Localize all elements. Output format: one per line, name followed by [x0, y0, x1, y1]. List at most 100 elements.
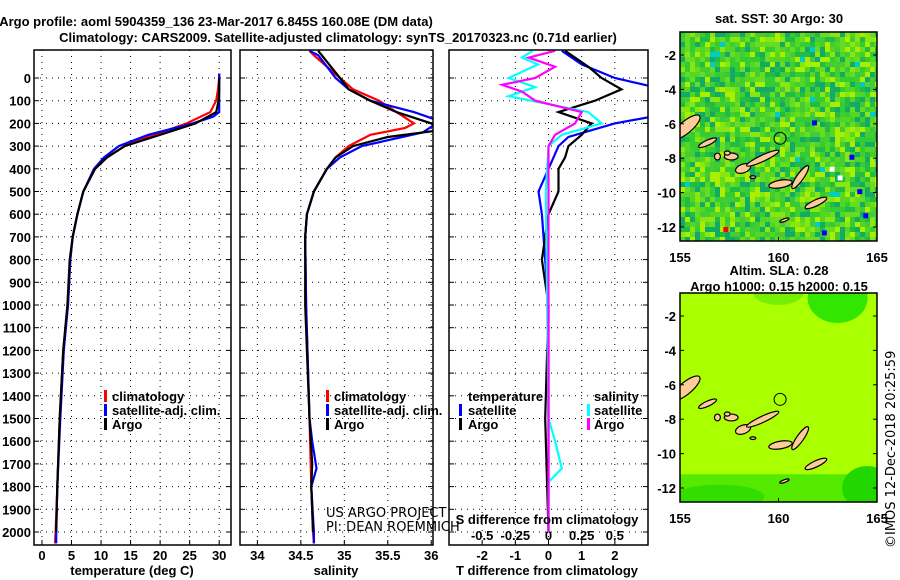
sst-cell — [715, 167, 720, 172]
sst-cell — [700, 122, 705, 127]
sst-cell — [790, 217, 795, 222]
sst-cell — [845, 107, 850, 112]
sst-cell — [735, 97, 740, 102]
legend-label: satellite-adj. clim. — [334, 403, 442, 418]
sst-cell — [855, 57, 860, 62]
sst-cell — [850, 62, 855, 67]
sst-cell — [725, 202, 730, 207]
sst-cell — [795, 52, 800, 57]
legend-swatch-climatology — [326, 390, 329, 402]
sst-cell — [780, 97, 785, 102]
sst-cell — [820, 57, 825, 62]
sst-cell — [700, 172, 705, 177]
sst-cell — [840, 132, 845, 137]
sst-cell — [710, 57, 715, 62]
sst-cell — [800, 72, 805, 77]
sst-cell — [795, 47, 800, 52]
sst-cell — [770, 127, 775, 132]
sst-cell — [730, 87, 735, 92]
sst-cell — [820, 117, 825, 122]
sst-cell — [875, 67, 877, 72]
sst-cell — [755, 132, 760, 137]
sst-cell — [790, 167, 795, 172]
sst-cell — [755, 62, 760, 67]
sst-cell — [840, 62, 845, 67]
sst-cell — [835, 182, 840, 187]
sst-cell — [765, 132, 770, 137]
sst-cell — [735, 227, 740, 232]
sst-cell — [755, 142, 760, 147]
sst-cell — [865, 37, 870, 42]
sst-cell — [680, 67, 685, 72]
sst-cell — [715, 192, 720, 197]
sst-cell — [780, 77, 785, 82]
sst-cell — [685, 182, 690, 187]
sst-cell — [755, 117, 760, 122]
plot-frame — [448, 49, 649, 546]
sst-cell — [860, 42, 865, 47]
sst-cell — [845, 82, 850, 87]
sst-cell — [775, 142, 780, 147]
sst-cell — [765, 142, 770, 147]
sst-cell — [865, 132, 870, 137]
sst-cell — [830, 187, 835, 192]
sst-cell — [700, 112, 705, 117]
sst-cell — [855, 172, 860, 177]
series-line-climatology — [53, 73, 221, 544]
sst-cell — [820, 122, 825, 127]
sst-cell — [835, 197, 840, 202]
sst-cell — [755, 32, 760, 37]
y-tick-label: 2000 — [2, 525, 31, 540]
sst-cell — [765, 147, 770, 152]
sst-cell — [785, 237, 790, 241]
sst-cell — [830, 37, 835, 42]
sst-cell — [875, 77, 877, 82]
sst-cell — [850, 137, 855, 142]
sst-cell — [750, 192, 755, 197]
sst-cell — [830, 102, 835, 107]
sst-cell — [775, 187, 780, 192]
sst-cell — [875, 132, 877, 137]
sst-cell — [760, 77, 765, 82]
sst-cell — [825, 122, 830, 127]
sst-cell — [710, 232, 715, 237]
sst-cell — [835, 202, 840, 207]
sst-cell — [720, 72, 725, 77]
sst-cell — [820, 162, 825, 167]
sst-cell — [745, 102, 750, 107]
sst-cell — [690, 207, 695, 212]
sst-field — [680, 32, 877, 241]
sst-cell — [790, 82, 795, 87]
sst-cell — [860, 202, 865, 207]
sst-cell — [815, 167, 820, 172]
sst-cell — [845, 127, 850, 132]
sst-cell — [780, 172, 785, 177]
sst-cell — [815, 162, 820, 167]
sst-cell — [725, 77, 730, 82]
sst-cell — [735, 42, 740, 47]
sst-cell — [845, 132, 850, 137]
sst-cell — [805, 232, 810, 237]
sst-cell — [825, 42, 830, 47]
sst-cell — [865, 207, 870, 212]
sst-cell — [810, 132, 815, 137]
sst-cell — [710, 227, 715, 232]
sst-cell — [745, 227, 750, 232]
sst-cell — [740, 197, 745, 202]
sst-cell — [815, 37, 820, 42]
sst-cell — [805, 177, 810, 182]
sst-cell — [840, 147, 845, 152]
sst-cell — [730, 147, 735, 152]
sst-cell — [870, 47, 875, 52]
sst-cell — [790, 97, 795, 102]
sst-cell — [870, 197, 875, 202]
sst-cell — [875, 57, 877, 62]
sst-cell — [845, 182, 850, 187]
sst-cell — [830, 127, 835, 132]
sst-cell — [720, 97, 725, 102]
sst-cell — [860, 77, 865, 82]
sst-cell — [805, 42, 810, 47]
sst-cell — [695, 32, 700, 37]
sst-cell — [855, 42, 860, 47]
sst-cell — [735, 217, 740, 222]
